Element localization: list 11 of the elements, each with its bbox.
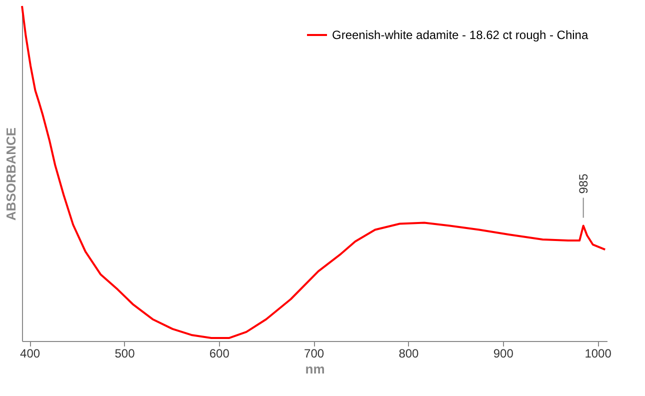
x-tick-label: 1000 (584, 346, 612, 360)
legend-label: Greenish-white adamite - 18.62 ct rough - China (332, 28, 588, 42)
x-tick-label: 400 (20, 346, 40, 360)
x-tick-label: 500 (114, 346, 136, 360)
annotation: 985 (576, 173, 590, 194)
x-tick-label: 600 (209, 346, 230, 360)
x-tick-label: 900 (493, 346, 514, 360)
x-tick-label: 700 (304, 346, 324, 360)
x-tick-label: 800 (398, 346, 420, 360)
x-axis-title: nm (305, 362, 325, 376)
y-axis-title: ABSORBANCE (4, 127, 18, 221)
